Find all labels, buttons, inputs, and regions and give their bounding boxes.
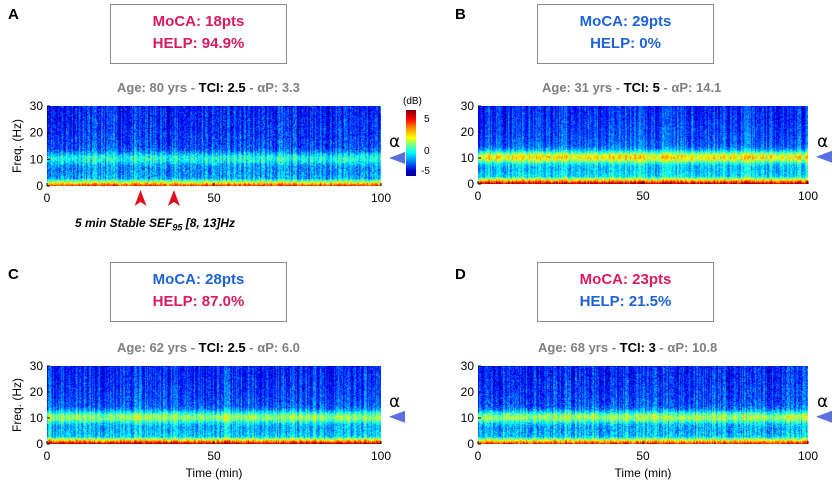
stable-sef-note: 5 min Stable SEF95 [8, 13]Hz	[75, 216, 235, 232]
alpha-peak-value: 3.3	[281, 80, 300, 95]
y-tick-label: 30	[461, 99, 475, 113]
alpha-marker	[816, 150, 832, 163]
y-tick-label: 20	[30, 126, 44, 140]
y-tick-label: 10	[30, 411, 44, 425]
x-tick-label: 100	[371, 449, 391, 463]
y-tick-label: 0	[36, 179, 43, 193]
spectrogram-b	[478, 106, 808, 184]
panel-letter-c: C	[8, 266, 19, 283]
y-axis-label: Freq. (Hz)	[10, 378, 24, 432]
tci-label: TCI:	[623, 80, 649, 95]
y-tick-label: 20	[461, 125, 475, 139]
y-tick-label: 0	[36, 437, 43, 451]
sef-note-suffix: [8, 13]Hz	[182, 216, 236, 230]
alpha-label-c: α	[389, 392, 401, 412]
tci-label: TCI:	[198, 80, 224, 95]
panel-letter-b: B	[455, 6, 466, 23]
x-tick-label: 0	[44, 191, 51, 205]
tci-value: 2.5	[227, 340, 246, 355]
y-tick-label: 30	[30, 99, 44, 113]
patient-meta-b: Age: 31 yrs - TCI: 5 - αP: 14.1	[542, 80, 722, 95]
x-axis-label: Time (min)	[615, 466, 672, 480]
y-tick-label: 0	[467, 177, 474, 191]
age-text: Age: 80 yrs	[117, 80, 188, 95]
tci-value: 5	[652, 80, 660, 95]
tci-value: 3	[648, 340, 656, 355]
y-tick-label: 20	[461, 385, 475, 399]
moca-score: MoCA: 23pts	[579, 271, 672, 288]
patient-meta-a: Age: 80 yrs - TCI: 2.5 - αP: 3.3	[117, 80, 300, 95]
patient-meta-d: Age: 68 yrs - TCI: 3 - αP: 10.8	[538, 340, 718, 355]
colorbar-tick-neg5: -5	[421, 166, 430, 177]
alpha-label-a: α	[389, 132, 401, 152]
colorbar-unit: (dB)	[403, 96, 422, 107]
x-tick-label: 0	[475, 449, 482, 463]
age-text: Age: 31 yrs	[542, 80, 613, 95]
spectrogram-c	[47, 366, 381, 444]
moca-score: MoCA: 29pts	[579, 13, 672, 30]
sef-note-sub: 95	[172, 222, 183, 233]
colorbar-tick-5: 5	[424, 114, 430, 125]
x-tick-label: 0	[475, 189, 482, 203]
alpha-peak-value: 14.1	[695, 80, 722, 95]
x-tick-label: 0	[44, 449, 51, 463]
y-tick-label: 20	[30, 385, 44, 399]
tci-label: TCI:	[198, 340, 224, 355]
panel-letter-a: A	[8, 6, 19, 23]
alpha-marker	[389, 410, 405, 423]
score-box-d: MoCA: 23pts HELP: 21.5%	[537, 262, 714, 322]
colorbar	[406, 110, 416, 176]
x-tick-label: 50	[207, 449, 221, 463]
score-box-b: MoCA: 29pts HELP: 0%	[537, 4, 714, 64]
y-tick-label: 10	[461, 411, 475, 425]
x-tick-label: 100	[798, 189, 818, 203]
colorbar-tick-0: 0	[424, 146, 430, 157]
moca-score: MoCA: 18pts	[152, 13, 245, 30]
alpha-marker	[389, 152, 405, 164]
panel-letter-d: D	[455, 266, 466, 283]
score-box-a: MoCA: 18pts HELP: 94.9%	[110, 4, 287, 64]
sef-note-prefix: 5 min Stable SEF	[75, 216, 173, 230]
y-tick-label: 10	[461, 151, 475, 165]
help-score: HELP: 0%	[590, 35, 661, 52]
age-text: Age: 68 yrs	[538, 340, 609, 355]
alpha-peak-value: 10.8	[691, 340, 718, 355]
alpha-label-d: α	[817, 392, 829, 412]
patient-meta-c: Age: 62 yrs - TCI: 2.5 - αP: 6.0	[117, 340, 300, 355]
y-tick-label: 0	[467, 437, 474, 451]
y-tick-label: 30	[461, 359, 475, 373]
alpha-peak-value: 6.0	[281, 340, 300, 355]
y-axis-label: Freq. (Hz)	[10, 119, 24, 173]
alpha-marker	[816, 410, 832, 423]
x-tick-label: 50	[636, 189, 650, 203]
alpha-peak-label: αP:	[667, 340, 689, 355]
x-tick-label: 50	[636, 449, 650, 463]
age-text: Age: 62 yrs	[117, 340, 188, 355]
alpha-peak-label: αP:	[257, 340, 279, 355]
x-tick-label: 50	[207, 191, 221, 205]
help-score: HELP: 94.9%	[152, 35, 245, 52]
alpha-peak-label: αP:	[257, 80, 279, 95]
stable-sef-marker	[134, 190, 147, 206]
x-axis-label: Time (min)	[186, 466, 243, 480]
alpha-label-b: α	[817, 132, 829, 152]
x-tick-label: 100	[371, 191, 391, 205]
x-tick-label: 100	[798, 449, 818, 463]
spectrogram-a	[47, 106, 381, 186]
stable-sef-marker	[167, 190, 180, 206]
tci-label: TCI:	[619, 340, 645, 355]
spectrogram-d	[478, 366, 808, 444]
help-score: HELP: 87.0%	[152, 293, 245, 310]
help-score: HELP: 21.5%	[579, 293, 672, 310]
y-tick-label: 10	[30, 152, 44, 166]
alpha-peak-label: αP:	[671, 80, 693, 95]
tci-value: 2.5	[227, 80, 246, 95]
moca-score: MoCA: 28pts	[152, 271, 245, 288]
y-tick-label: 30	[30, 359, 44, 373]
score-box-c: MoCA: 28pts HELP: 87.0%	[110, 262, 287, 322]
